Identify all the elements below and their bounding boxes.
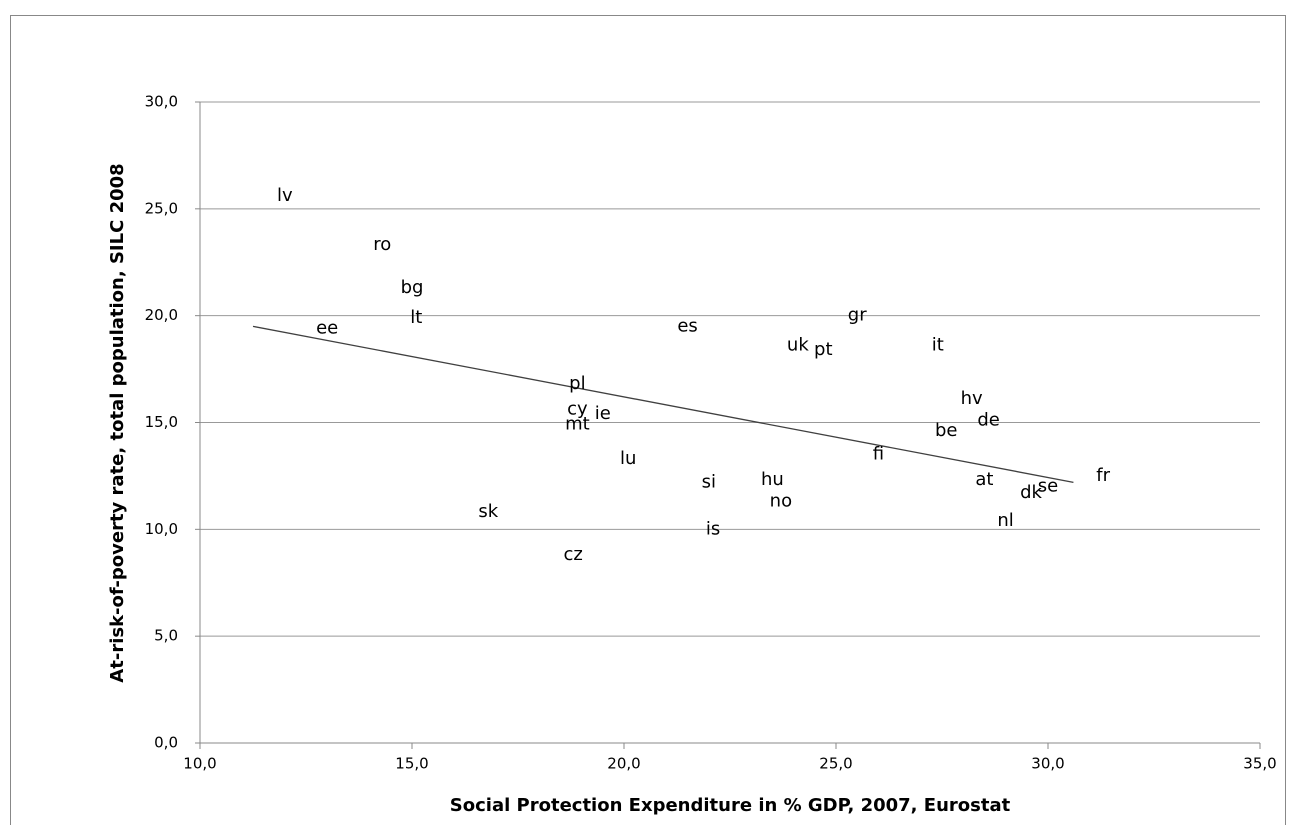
- point-label: ro: [373, 234, 391, 255]
- point-label: no: [770, 491, 792, 512]
- point-label: lt: [410, 307, 422, 328]
- point-label: mt: [565, 414, 590, 435]
- point-label: de: [977, 409, 1000, 430]
- point-label: fi: [873, 444, 884, 465]
- point-label: pl: [569, 373, 585, 394]
- y-tick-label: 0,0: [154, 734, 178, 752]
- point-label: lv: [277, 185, 293, 206]
- x-tick-label: 20,0: [607, 755, 640, 773]
- point-label: cz: [563, 544, 582, 565]
- x-tick-label: 15,0: [395, 755, 428, 773]
- y-axis-title: At-risk-of-poverty rate, total populatio…: [107, 163, 128, 682]
- point-label: be: [935, 420, 958, 441]
- point-label: is: [706, 518, 720, 539]
- point-label: cy: [567, 399, 588, 420]
- point-label: hu: [761, 469, 784, 490]
- point-label: sk: [478, 501, 498, 522]
- point-label: at: [975, 469, 993, 490]
- y-tick-label: 20,0: [145, 306, 178, 324]
- y-tick-label: 10,0: [145, 520, 178, 538]
- point-label: pt: [814, 339, 832, 360]
- y-tick-label: 5,0: [154, 627, 178, 645]
- point-label: ee: [316, 317, 338, 338]
- trend-line: [252, 325, 1074, 483]
- point-label: se: [1038, 476, 1058, 497]
- x-tick-label: 35,0: [1243, 755, 1276, 773]
- y-tick-label: 15,0: [145, 413, 178, 431]
- point-label: es: [677, 315, 697, 336]
- point-label: it: [932, 335, 944, 356]
- x-tick-label: 10,0: [183, 755, 216, 773]
- y-tick-label: 25,0: [145, 199, 178, 217]
- point-label: si: [702, 471, 716, 492]
- point-label: hv: [961, 388, 983, 409]
- y-tick-label: 30,0: [145, 93, 178, 111]
- point-label: dk: [1020, 482, 1042, 503]
- point-label: lu: [620, 448, 636, 469]
- point-label: nl: [997, 510, 1013, 531]
- x-tick-label: 30,0: [1031, 755, 1064, 773]
- point-label: gr: [848, 305, 867, 326]
- x-axis-title: Social Protection Expenditure in % GDP, …: [450, 795, 1011, 816]
- point-label: uk: [787, 335, 809, 356]
- point-label: ie: [595, 403, 611, 424]
- x-tick-label: 25,0: [819, 755, 852, 773]
- chart-border: [10, 15, 1286, 825]
- point-label: bg: [401, 277, 424, 298]
- point-label: fr: [1096, 465, 1110, 486]
